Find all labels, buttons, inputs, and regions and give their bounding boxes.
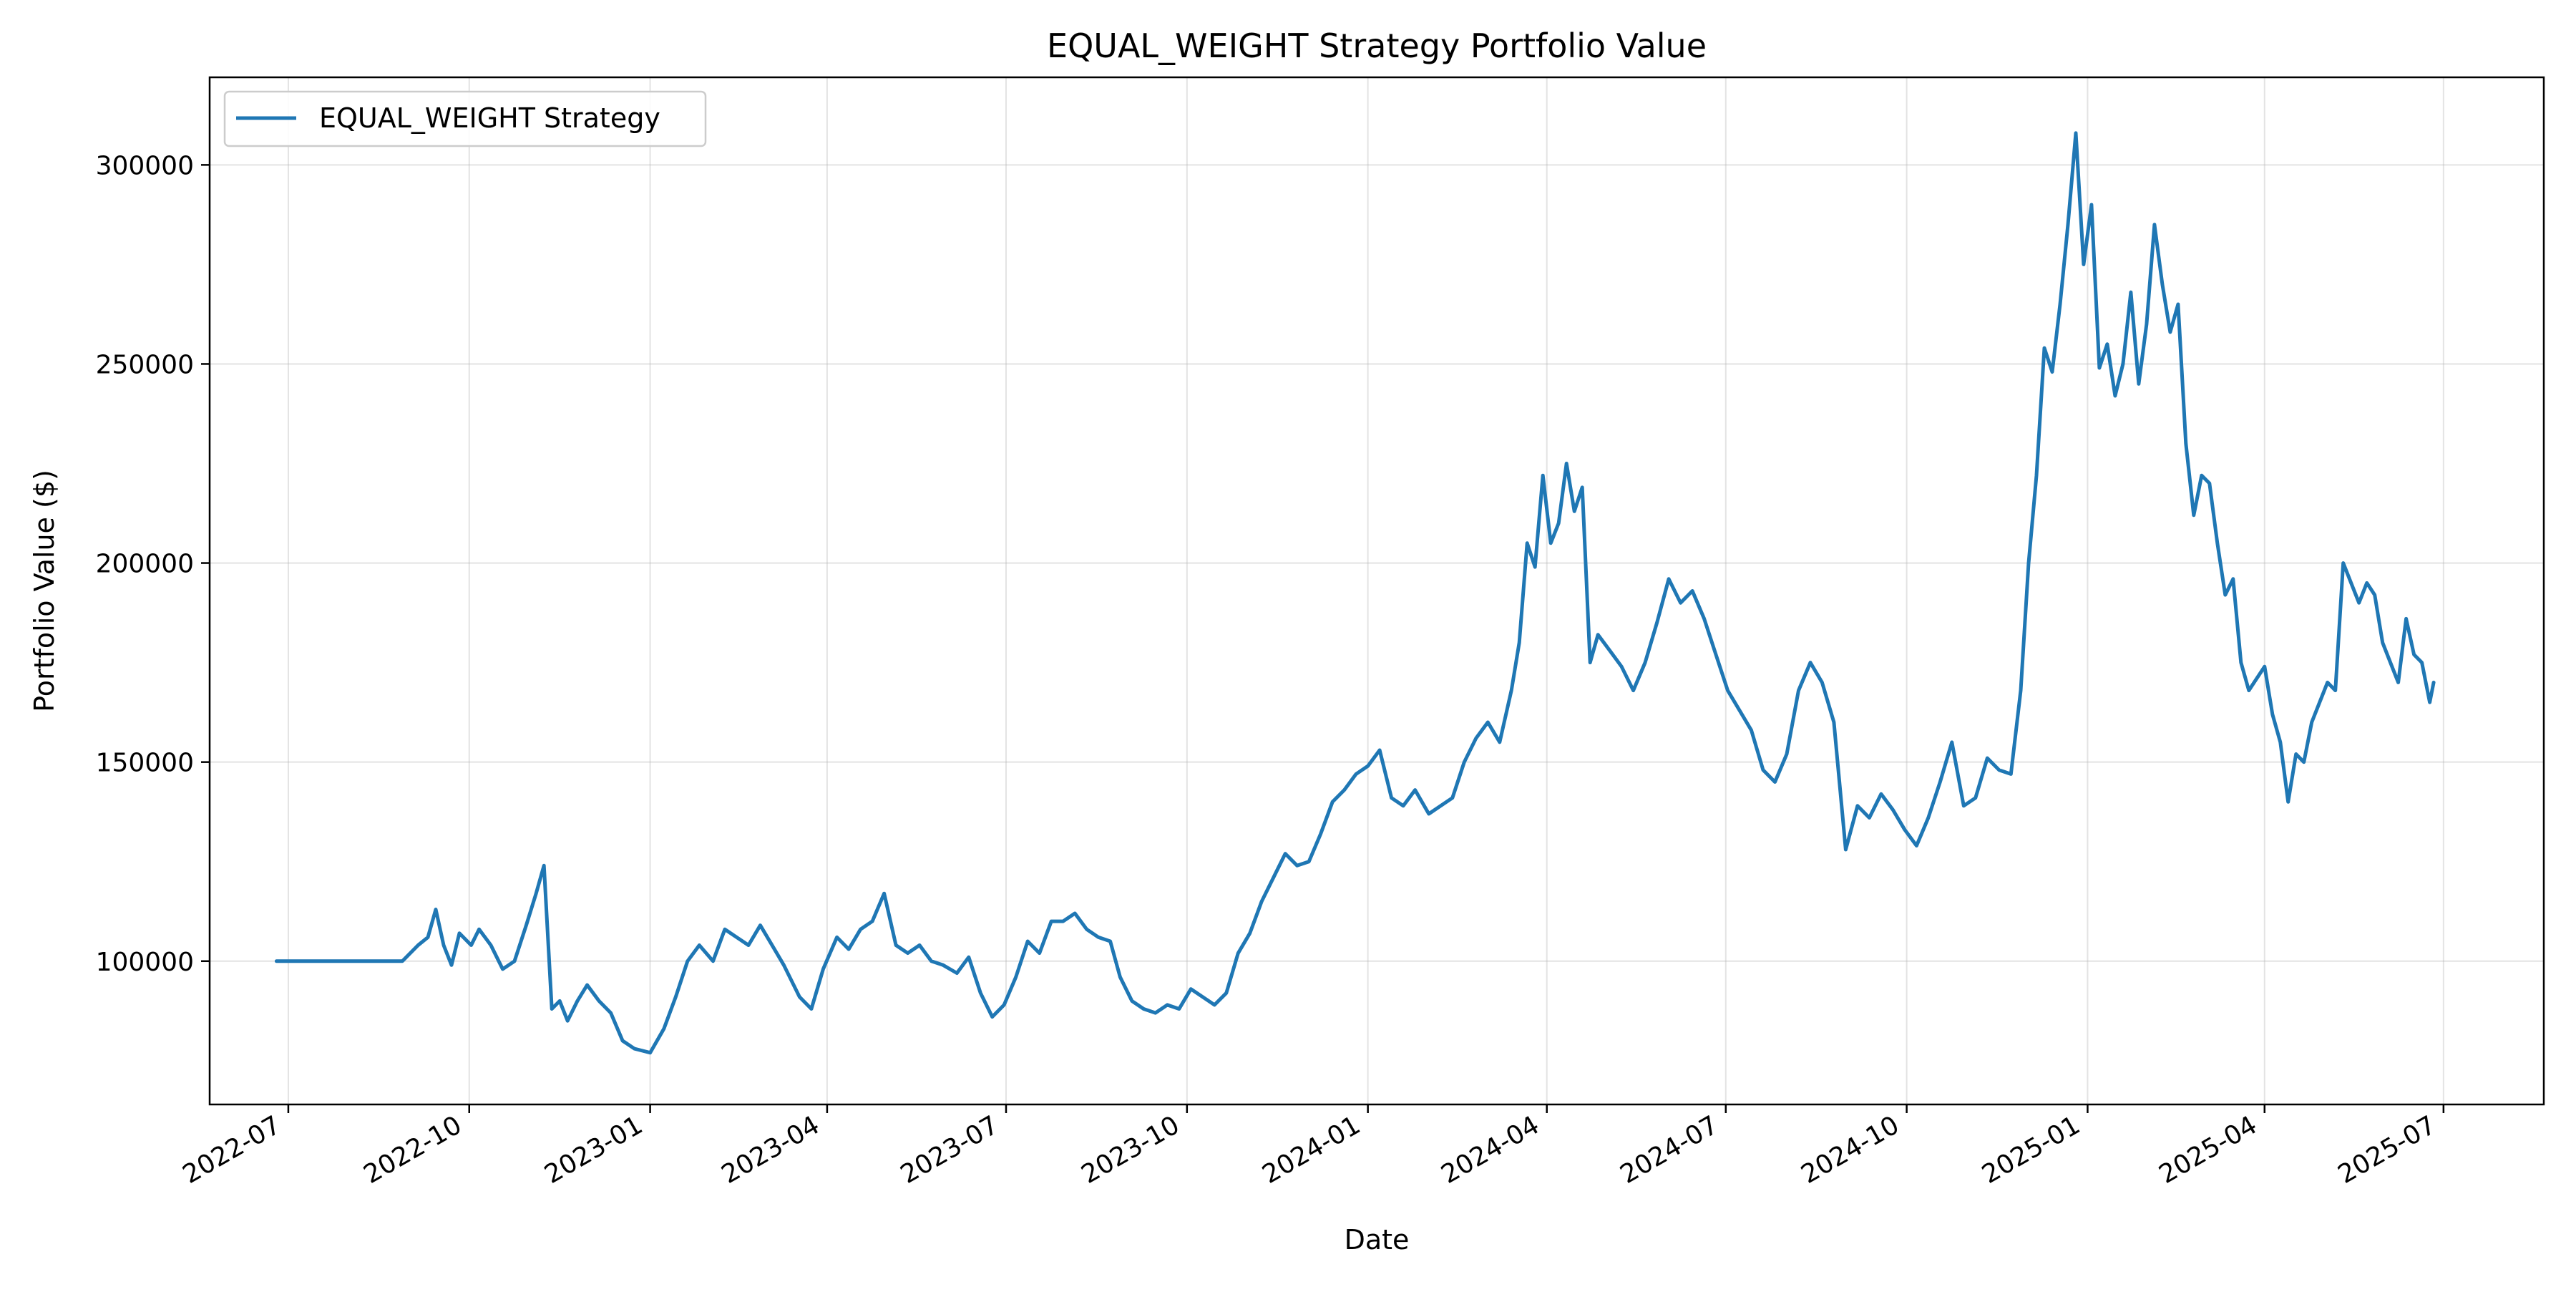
x-tick-label: 2023-01 — [540, 1110, 648, 1190]
x-tick-label: 2023-07 — [896, 1110, 1004, 1190]
x-tick-label: 2023-04 — [717, 1110, 825, 1190]
series-line-equal-weight — [274, 131, 2436, 1055]
plot-area-frame — [208, 76, 2545, 1106]
legend-box — [223, 90, 707, 147]
x-tick-label: 2024-04 — [1436, 1110, 1544, 1190]
x-axis-ticks: 2022-07 2022-10 2023-01 2023-04 2023-07 2023-… — [178, 1104, 2445, 1190]
x-tick-label: 2024-10 — [1796, 1110, 1904, 1190]
y-axis-label: Portfolio Value ($) — [29, 470, 60, 712]
x-axis-label: Date — [1345, 1224, 1410, 1255]
x-tick-label: 2025-04 — [2155, 1110, 2263, 1190]
series-group — [274, 131, 2436, 1055]
x-tick-label: 2022-07 — [178, 1110, 286, 1190]
chart-title: EQUAL_WEIGHT Strategy Portfolio Value — [1047, 26, 1707, 65]
y-tick-label: 100000 — [96, 948, 194, 977]
y-tick-label: 200000 — [96, 550, 194, 579]
x-tick-label: 2024-07 — [1616, 1110, 1724, 1190]
y-axis-ticks: 100000 150000 200000 250000 300000 — [96, 151, 210, 977]
y-tick-label: 300000 — [96, 151, 194, 180]
x-tick-label: 2025-01 — [1977, 1110, 2085, 1190]
y-tick-label: 250000 — [96, 350, 194, 379]
y-tick-label: 150000 — [96, 749, 194, 778]
x-tick-label: 2024-01 — [1257, 1110, 1365, 1190]
x-tick-label: 2025-07 — [2333, 1110, 2441, 1190]
legend: EQUAL_WEIGHT Strategy — [223, 90, 707, 147]
x-tick-label: 2022-10 — [358, 1110, 467, 1190]
legend-entry-label: EQUAL_WEIGHT Strategy — [319, 102, 660, 134]
grid-lines — [210, 77, 2544, 1104]
x-tick-label: 2023-10 — [1077, 1110, 1185, 1190]
